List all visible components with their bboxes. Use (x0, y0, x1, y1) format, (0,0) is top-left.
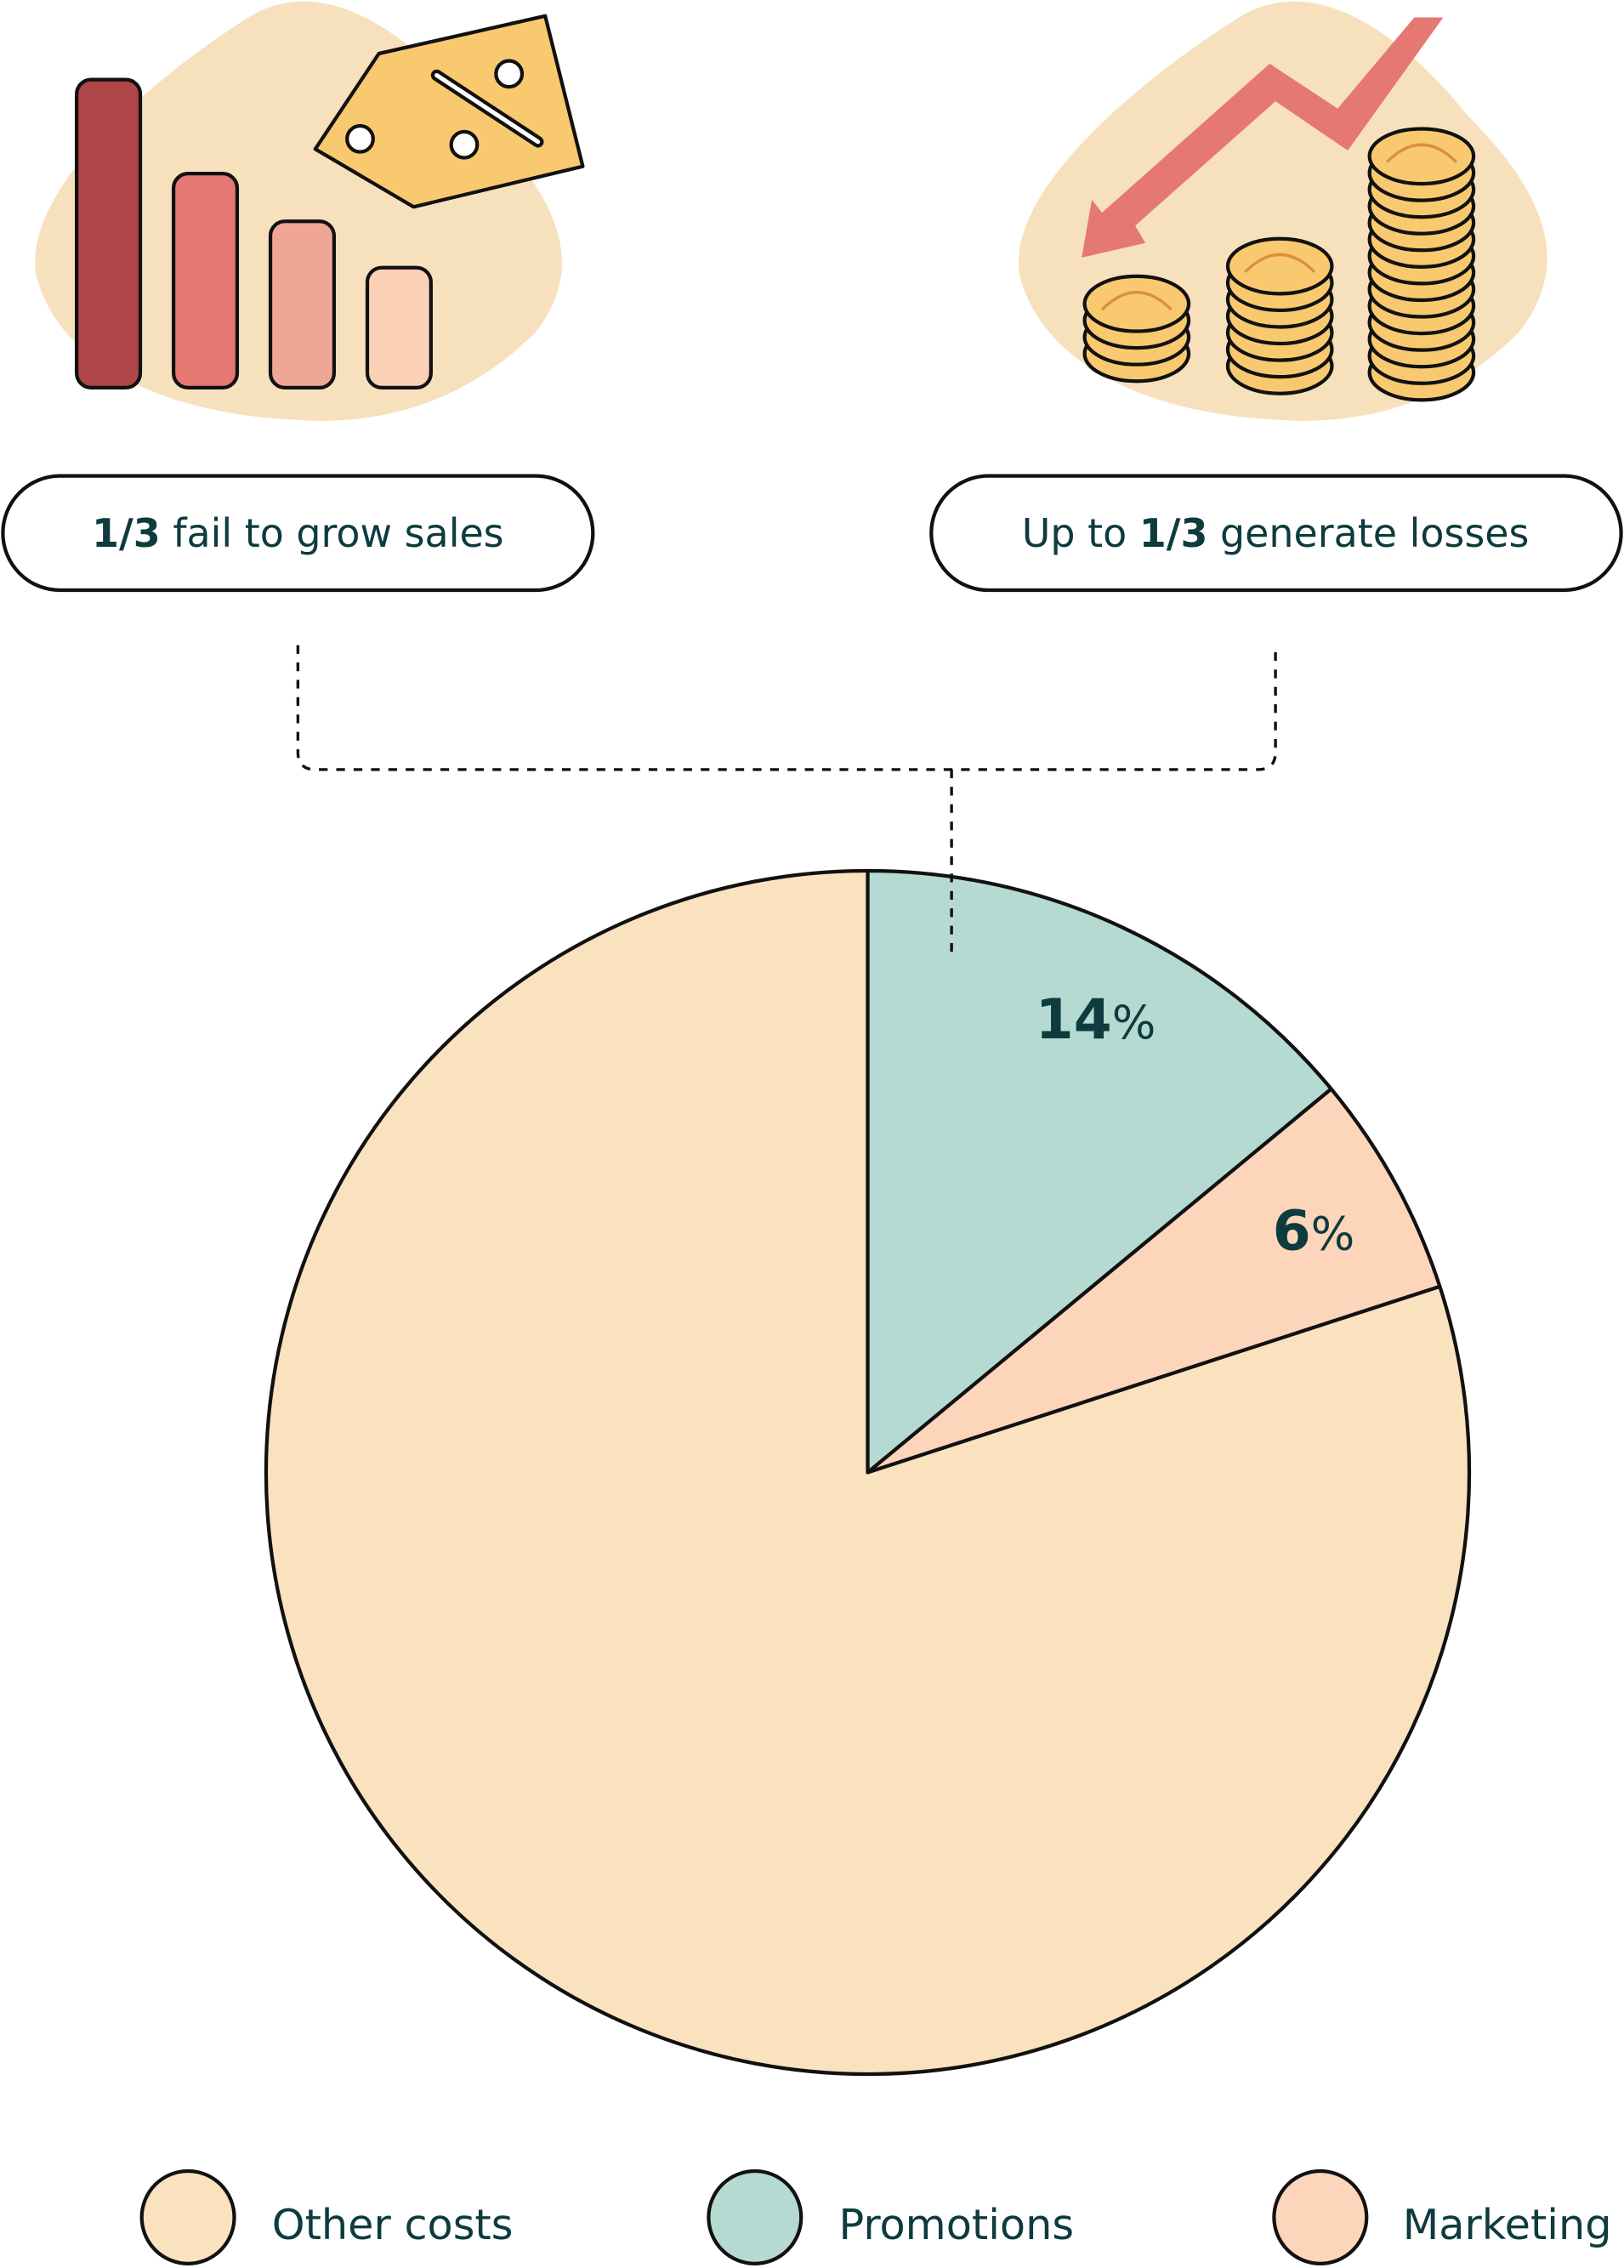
legend-swatch (139, 2169, 236, 2265)
pie-slice-marketing (866, 1087, 1442, 1475)
legend-item-promotions: Promotions (707, 2169, 1074, 2265)
callout-text: generate losses (1207, 510, 1529, 556)
dotted-connector (296, 645, 1277, 955)
coin-stacks (1082, 127, 1476, 402)
legend-label: Promotions (838, 2200, 1074, 2249)
svg-text:1/3 fail to grow sales: 1/3 fail to grow sales (92, 510, 504, 556)
legend-swatch (1272, 2169, 1369, 2265)
callout-fail-to-grow: 1/3 fail to grow sales (1, 474, 595, 593)
slice-label-marketing: 6% (1273, 1200, 1355, 1264)
pie-chart (264, 868, 1472, 2077)
legend-swatch (707, 2169, 803, 2265)
coin (1367, 127, 1476, 186)
legend-item-marketing: Marketing (1272, 2169, 1612, 2265)
callout-prefix: Up to (1022, 510, 1139, 556)
falling-arrow-with-coin-stacks-icon (1018, 1, 1547, 421)
callout-bold: 1/3 (1139, 510, 1208, 556)
callout-text: fail to grow sales (161, 510, 504, 556)
coin (1225, 236, 1334, 296)
coin-shine (1244, 253, 1316, 274)
legend-label: Other costs (272, 2200, 514, 2249)
callout-bold: 1/3 (92, 510, 161, 556)
legend-label: Marketing (1403, 2200, 1612, 2249)
legend: Other costs Promotions Marketing (139, 2169, 1612, 2265)
coin-shine (1385, 143, 1457, 163)
coin (1082, 274, 1191, 333)
callout-generate-losses: Up to 1/3 generate losses (929, 474, 1623, 593)
pie-slice-other-costs (264, 868, 1472, 2077)
coin-shine (1100, 291, 1173, 311)
svg-text:Up to 1/3 generate losses: Up to 1/3 generate losses (1022, 510, 1530, 556)
pie-slice-promotions (866, 868, 1333, 1475)
legend-item-other-costs: Other costs (139, 2169, 514, 2265)
slice-label-promotions: 14% (1036, 988, 1156, 1052)
declining-bar-chart-with-discount-tag-icon (35, 1, 585, 421)
